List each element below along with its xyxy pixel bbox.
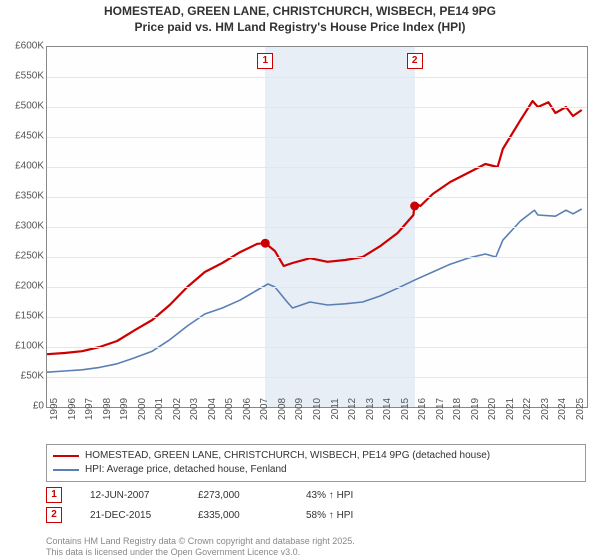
x-tick-label: 2007 xyxy=(259,398,270,420)
attribution-line-2: This data is licensed under the Open Gov… xyxy=(46,547,355,558)
legend-swatch-hpi xyxy=(53,469,79,471)
x-tick-label: 2015 xyxy=(400,398,411,420)
y-tick-label: £500K xyxy=(2,101,44,112)
x-tick-label: 2010 xyxy=(312,398,323,420)
title-line-1: HOMESTEAD, GREEN LANE, CHRISTCHURCH, WIS… xyxy=(0,4,600,20)
legend-label-price-paid: HOMESTEAD, GREEN LANE, CHRISTCHURCH, WIS… xyxy=(85,449,490,463)
y-tick-label: £400K xyxy=(2,161,44,172)
sale-marker-dot-1 xyxy=(261,239,270,248)
annotation-marker-1: 1 xyxy=(46,487,62,503)
y-tick-label: £100K xyxy=(2,341,44,352)
y-tick-label: £150K xyxy=(2,311,44,322)
x-tick-label: 2024 xyxy=(557,398,568,420)
x-tick-label: 2000 xyxy=(137,398,148,420)
y-tick-label: £250K xyxy=(2,251,44,262)
annotation-marker-2: 2 xyxy=(46,507,62,523)
y-tick-label: £350K xyxy=(2,191,44,202)
x-tick-label: 2023 xyxy=(540,398,551,420)
legend-row-hpi: HPI: Average price, detached house, Fenl… xyxy=(53,463,579,477)
y-tick-label: £50K xyxy=(2,371,44,382)
annotation-price-1: £273,000 xyxy=(198,490,278,501)
x-tick-label: 2004 xyxy=(207,398,218,420)
chart-plot-area: 12 xyxy=(46,46,588,408)
y-tick-label: £300K xyxy=(2,221,44,232)
x-tick-label: 2003 xyxy=(189,398,200,420)
attribution-line-1: Contains HM Land Registry data © Crown c… xyxy=(46,536,355,547)
x-tick-label: 1995 xyxy=(49,398,60,420)
x-tick-label: 1996 xyxy=(67,398,78,420)
annotation-date-1: 12-JUN-2007 xyxy=(90,490,170,501)
annotation-row-1: 1 12-JUN-2007 £273,000 43% ↑ HPI xyxy=(46,487,586,503)
x-tick-label: 2018 xyxy=(452,398,463,420)
x-tick-label: 2005 xyxy=(224,398,235,420)
y-tick-label: £450K xyxy=(2,131,44,142)
sale-marker-dot-2 xyxy=(410,202,419,211)
annotation-delta-1: 43% ↑ HPI xyxy=(306,490,386,501)
x-tick-label: 2013 xyxy=(365,398,376,420)
sale-marker-box-2: 2 xyxy=(407,53,423,69)
title-block: HOMESTEAD, GREEN LANE, CHRISTCHURCH, WIS… xyxy=(0,0,600,35)
chart-container: HOMESTEAD, GREEN LANE, CHRISTCHURCH, WIS… xyxy=(0,0,600,560)
title-line-2: Price paid vs. HM Land Registry's House … xyxy=(0,20,600,36)
x-tick-label: 2011 xyxy=(330,398,341,420)
sale-marker-box-1: 1 xyxy=(257,53,273,69)
legend-box: HOMESTEAD, GREEN LANE, CHRISTCHURCH, WIS… xyxy=(46,444,586,482)
x-tick-label: 2006 xyxy=(242,398,253,420)
x-tick-label: 2019 xyxy=(470,398,481,420)
y-tick-label: £600K xyxy=(2,41,44,52)
legend-swatch-price-paid xyxy=(53,455,79,457)
x-tick-label: 2012 xyxy=(347,398,358,420)
x-tick-label: 2016 xyxy=(417,398,428,420)
x-tick-label: 2017 xyxy=(435,398,446,420)
annotation-row-2: 2 21-DEC-2015 £335,000 58% ↑ HPI xyxy=(46,507,586,523)
x-tick-label: 1999 xyxy=(119,398,130,420)
x-tick-label: 2025 xyxy=(575,398,586,420)
x-tick-label: 2002 xyxy=(172,398,183,420)
annotation-date-2: 21-DEC-2015 xyxy=(90,510,170,521)
x-tick-label: 2009 xyxy=(294,398,305,420)
x-tick-label: 2014 xyxy=(382,398,393,420)
annotation-block: 1 12-JUN-2007 £273,000 43% ↑ HPI 2 21-DE… xyxy=(46,487,586,527)
x-tick-label: 2022 xyxy=(522,398,533,420)
x-tick-label: 2001 xyxy=(154,398,165,420)
annotation-price-2: £335,000 xyxy=(198,510,278,521)
annotation-delta-2: 58% ↑ HPI xyxy=(306,510,386,521)
x-tick-label: 1998 xyxy=(102,398,113,420)
legend-label-hpi: HPI: Average price, detached house, Fenl… xyxy=(85,463,287,477)
x-tick-label: 2008 xyxy=(277,398,288,420)
x-tick-label: 2021 xyxy=(505,398,516,420)
y-tick-label: £0 xyxy=(2,401,44,412)
legend-row-price-paid: HOMESTEAD, GREEN LANE, CHRISTCHURCH, WIS… xyxy=(53,449,579,463)
x-tick-label: 2020 xyxy=(487,398,498,420)
y-tick-label: £550K xyxy=(2,71,44,82)
y-tick-label: £200K xyxy=(2,281,44,292)
x-tick-label: 1997 xyxy=(84,398,95,420)
attribution-block: Contains HM Land Registry data © Crown c… xyxy=(46,536,355,559)
